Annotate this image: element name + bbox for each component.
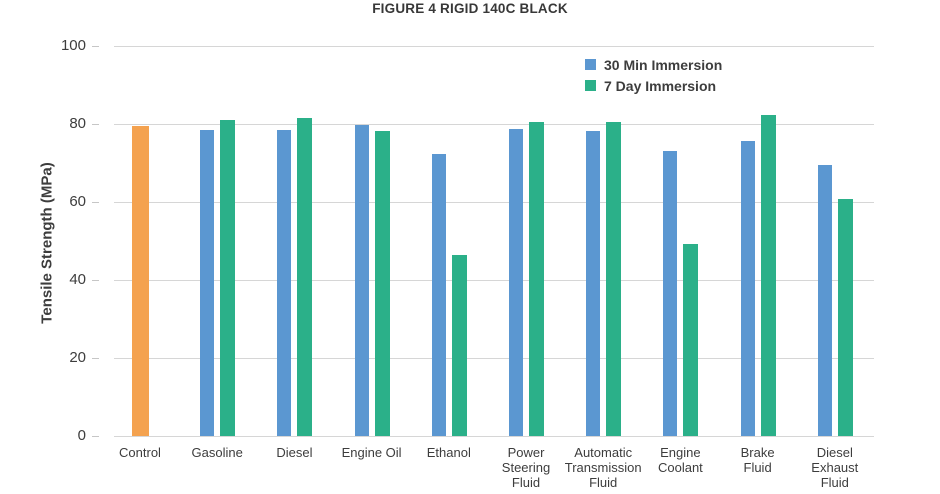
gridline-y-40 <box>114 280 874 281</box>
chart-title: FIGURE 4 RIGID 140C BLACK <box>372 1 568 16</box>
bar-30-min-immersion-brake-fluid <box>740 140 755 436</box>
chart-legend: 30 Min Immersion 7 Day Immersion <box>585 54 722 96</box>
x-category-label-diesel: Diesel <box>276 445 313 460</box>
legend-label-30-min-immersion: 30 Min Immersion <box>604 56 723 73</box>
legend-label-7-day-immersion: 7 Day Immersion <box>604 77 717 94</box>
x-category-label-diesel-exhaust-fluid: Diesel Exhaust Fluid <box>811 445 859 490</box>
x-category-label-brake-fluid: Brake Fluid <box>740 445 775 475</box>
gridline-y-100 <box>114 46 874 47</box>
y-axis-tick-20 <box>92 358 99 359</box>
bar-7-day-immersion-diesel <box>297 118 313 436</box>
y-axis-tick-100 <box>92 46 99 47</box>
y-tick-label-100: 100 <box>60 37 86 54</box>
y-tick-label-60: 60 <box>69 193 86 210</box>
bar-7-day-immersion-brake-fluid <box>760 115 776 436</box>
y-tick-label-80: 80 <box>69 115 86 132</box>
bar-30-min-immersion-automatic-transmission-fluid <box>586 130 601 436</box>
y-tick-label-0: 0 <box>77 427 86 444</box>
bar-30-min-immersion-gasoline <box>200 130 215 436</box>
y-axis-tick-0 <box>92 436 99 437</box>
y-tick-label-40: 40 <box>69 271 86 288</box>
x-category-label-engine-oil: Engine Oil <box>341 445 402 460</box>
y-axis-tick-60 <box>92 202 99 203</box>
bar-30-min-immersion-engine-oil <box>354 124 369 436</box>
legend-swatch-7-day-immersion-icon <box>585 80 596 91</box>
x-category-label-gasoline: Gasoline <box>191 445 243 460</box>
gridline-y-0 <box>114 436 874 437</box>
bar-7-day-immersion-engine-oil <box>374 130 390 436</box>
bar-30-min-immersion-power-steering-fluid <box>509 129 523 436</box>
x-category-label-power-steering-fluid: Power Steering Fluid <box>501 445 551 490</box>
bar-7-day-immersion-diesel-exhaust-fluid <box>837 199 853 436</box>
legend-swatch-30-min-immersion-icon <box>585 59 596 70</box>
bar-30-min-immersion-diesel-exhaust-fluid <box>817 164 832 436</box>
y-tick-label-20: 20 <box>69 349 86 366</box>
gridline-y-80 <box>114 124 874 125</box>
bar-7-day-immersion-power-steering-fluid <box>529 121 544 436</box>
bar-7-day-immersion-gasoline <box>220 120 236 436</box>
bar-7-day-immersion-engine-coolant <box>683 243 699 436</box>
x-category-label-ethanol: Ethanol <box>426 445 471 460</box>
y-axis-title: Tensile Strength (MPa) <box>38 162 56 324</box>
bar-7-day-immersion-ethanol <box>451 255 467 436</box>
x-category-label-automatic-transmission-fluid: Automatic Transmission Fluid <box>564 445 642 490</box>
bar-control-control <box>131 125 149 436</box>
legend-item-30-min-immersion: 30 Min Immersion <box>585 54 722 75</box>
gridline-y-60 <box>114 202 874 203</box>
gridline-y-20 <box>114 358 874 359</box>
y-axis-tick-40 <box>92 280 99 281</box>
bar-30-min-immersion-engine-coolant <box>663 150 678 436</box>
y-axis-tick-80 <box>92 124 99 125</box>
bar-7-day-immersion-automatic-transmission-fluid <box>606 121 622 436</box>
bar-30-min-immersion-ethanol <box>431 153 446 436</box>
x-category-label-control: Control <box>119 445 161 460</box>
bar-30-min-immersion-diesel <box>277 129 292 436</box>
legend-item-7-day-immersion: 7 Day Immersion <box>585 75 722 96</box>
x-category-label-engine-coolant: Engine Coolant <box>657 445 703 475</box>
